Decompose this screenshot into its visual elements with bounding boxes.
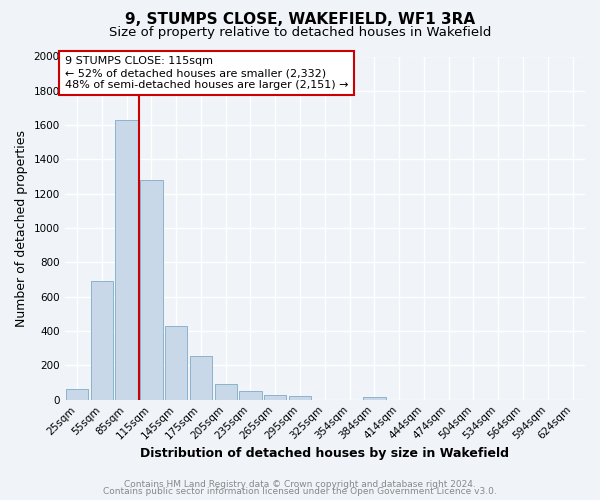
Bar	[190, 356, 212, 400]
Bar	[66, 388, 88, 400]
Bar	[363, 397, 386, 400]
Bar	[165, 326, 187, 400]
Text: Contains HM Land Registry data © Crown copyright and database right 2024.: Contains HM Land Registry data © Crown c…	[124, 480, 476, 489]
Text: Contains public sector information licensed under the Open Government Licence v3: Contains public sector information licen…	[103, 488, 497, 496]
Bar	[239, 391, 262, 400]
Bar	[264, 395, 286, 400]
Bar	[289, 396, 311, 400]
Bar	[140, 180, 163, 400]
Text: 9 STUMPS CLOSE: 115sqm
← 52% of detached houses are smaller (2,332)
48% of semi-: 9 STUMPS CLOSE: 115sqm ← 52% of detached…	[65, 56, 348, 90]
X-axis label: Distribution of detached houses by size in Wakefield: Distribution of detached houses by size …	[140, 447, 509, 460]
Text: 9, STUMPS CLOSE, WAKEFIELD, WF1 3RA: 9, STUMPS CLOSE, WAKEFIELD, WF1 3RA	[125, 12, 475, 28]
Text: Size of property relative to detached houses in Wakefield: Size of property relative to detached ho…	[109, 26, 491, 39]
Bar	[215, 384, 237, 400]
Bar	[115, 120, 138, 400]
Y-axis label: Number of detached properties: Number of detached properties	[15, 130, 28, 326]
Bar	[91, 282, 113, 400]
